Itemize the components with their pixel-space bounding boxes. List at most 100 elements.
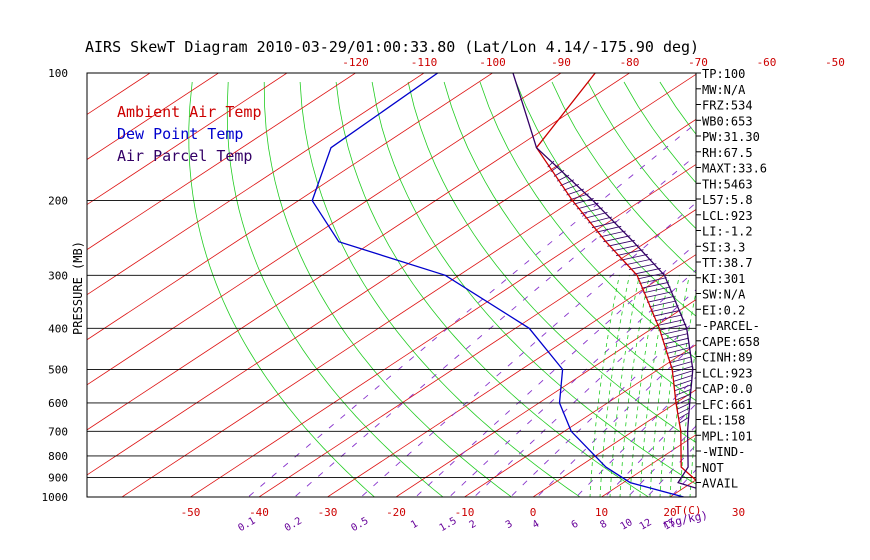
isotherm <box>532 389 696 497</box>
mixing-ratio-tick-label: 6 <box>570 519 581 532</box>
dry-adiabat <box>263 81 513 497</box>
dry-adiabat <box>515 81 696 317</box>
cape-hatch-line <box>620 253 648 261</box>
bottom-temp-tick-label: -50 <box>181 506 201 519</box>
top-temp-tick-label: -110 <box>411 56 438 69</box>
stats-item: TP:100 <box>702 67 745 81</box>
cape-hatch-line <box>572 198 594 205</box>
cape-hatch-line <box>666 347 691 354</box>
stats-item: RH:67.5 <box>702 146 753 160</box>
cape-hatch-line <box>639 277 667 284</box>
dry-adiabat <box>804 82 870 506</box>
mixing-ratio-line <box>294 154 696 497</box>
cape-hatch-line <box>663 337 689 345</box>
air-parcel-temp-line <box>512 73 696 489</box>
pressure-ticks: 100 200 300 400 500 600 700 800 900 1000 <box>42 67 69 504</box>
bottom-temp-tick-label: 10 <box>595 506 608 519</box>
mixing-ratio-line <box>448 269 696 497</box>
legend: Ambient Air Temp Dew Point Temp Air Parcel… <box>117 103 262 165</box>
stats-item: LCL:923 <box>702 209 753 223</box>
isotherm <box>87 73 288 206</box>
stats-item: WB0:653 <box>702 114 753 128</box>
plot-frame <box>86 72 697 498</box>
legend-ambient-air-temp: Ambient Air Temp <box>117 103 262 121</box>
cape-hatch-line <box>667 351 691 359</box>
cape-hatch-line <box>670 361 693 368</box>
mixing-ratio-tick-label: 4 <box>531 519 542 532</box>
isotherm <box>87 73 425 296</box>
stats-item: LFC:661 <box>702 398 753 412</box>
dry-adiabat <box>407 81 696 443</box>
isotherm <box>87 73 220 160</box>
cape-hatch-line <box>673 375 693 382</box>
mixing-ratio-tick-label: 3 <box>504 519 515 532</box>
isotherm <box>87 73 151 115</box>
cape-hatch-line <box>628 263 657 270</box>
dry-adiabat <box>335 81 650 497</box>
dry-adiabat <box>659 81 696 135</box>
mixing-ratio-tick-label: 1 <box>409 519 420 532</box>
pressure-tick-label: 500 <box>48 363 68 376</box>
top-temperature-ticks: -120-110-100-90-80-70-60-50-40 <box>342 56 845 69</box>
stats-item: MPL:101 <box>702 429 753 443</box>
cape-hatch-line <box>652 309 681 317</box>
moist-adiabat <box>629 275 660 497</box>
cape-hatch-line <box>607 239 635 247</box>
mixing-ratio-tick-label: 12 <box>638 517 654 533</box>
pressure-tick-label: 200 <box>48 195 68 208</box>
cape-hatch-line <box>672 365 693 373</box>
mixing-ratio-tick-label: 15 <box>662 517 678 533</box>
isotherm <box>87 73 631 431</box>
pressure-tick-label: 800 <box>48 450 68 463</box>
dry-adiabat <box>768 82 870 506</box>
dry-adiabat <box>840 82 870 506</box>
pressure-tick-label: 900 <box>48 472 68 485</box>
pressure-tick-label: 400 <box>48 322 68 335</box>
stats-item: EI:0.2 <box>702 303 745 317</box>
bottom-temperature-ticks: -50 -40 -30 -20 -10 0 10 20 30 <box>181 506 746 519</box>
stats-item: LCL:923 <box>702 366 753 380</box>
top-temp-tick-label: -90 <box>551 56 571 69</box>
dry-adiabat <box>732 82 870 506</box>
cape-hatch-line <box>637 272 665 280</box>
moist-adiabat <box>619 275 650 497</box>
top-temp-tick-label: -70 <box>688 56 708 69</box>
cape-hatch-line <box>673 379 692 387</box>
stats-item: CAPE:658 <box>702 335 760 349</box>
moist-adiabat <box>589 275 620 497</box>
moist-adiabat <box>659 275 690 497</box>
cape-hatch-line <box>647 295 675 303</box>
cape-hatch-line <box>661 333 688 340</box>
isotherm <box>87 73 696 476</box>
mixing-ratio-line <box>740 73 870 506</box>
cape-hatch-line <box>580 207 604 215</box>
bottom-temp-tick-label: 20 <box>663 506 676 519</box>
cape-hatch-line <box>643 286 671 294</box>
mixing-ratio-tick-label: 8 <box>598 519 609 532</box>
isotherm <box>87 73 357 251</box>
moist-adiabat <box>639 275 670 497</box>
pressure-tick-label: 1000 <box>42 491 69 504</box>
mixing-ratio-tick-label: 0.5 <box>349 516 370 535</box>
cape-hatch-line <box>651 305 679 312</box>
cape-hatch-line <box>660 328 688 336</box>
x-axis-label: T(C) <box>675 504 702 517</box>
cape-hatch-line <box>649 300 677 308</box>
cape-hatch-line <box>678 412 689 420</box>
moist-adiabat <box>679 345 696 497</box>
mixing-ratio-tick-label: 0.2 <box>283 516 304 535</box>
top-temp-tick-label: -60 <box>757 56 777 69</box>
profile-series <box>311 73 696 497</box>
dry-adiabat <box>371 81 696 485</box>
cape-hatch-line <box>569 193 589 201</box>
top-temp-tick-label: -80 <box>620 56 640 69</box>
stats-item: TT:38.7 <box>702 256 753 270</box>
bottom-temp-tick-label: -10 <box>455 506 475 519</box>
stats-item: CINH:89 <box>702 351 753 365</box>
cape-hatch-line <box>654 314 683 322</box>
dew-point-temp-line <box>311 73 684 497</box>
pressure-tick-label: 600 <box>48 397 68 410</box>
mixing-ratio-line <box>247 122 696 497</box>
isotherm <box>87 73 562 386</box>
